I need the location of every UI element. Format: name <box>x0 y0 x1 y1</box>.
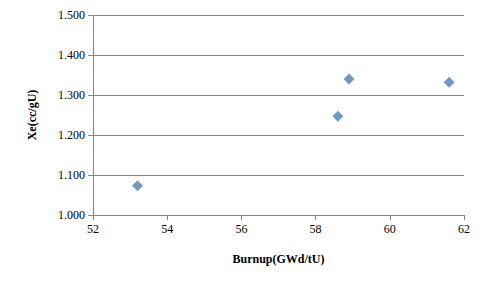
svg-text:62: 62 <box>458 222 470 236</box>
svg-text:Burnup(GWd/tU): Burnup(GWd/tU) <box>232 252 324 266</box>
svg-text:1.400: 1.400 <box>58 48 85 62</box>
svg-text:1.500: 1.500 <box>58 8 85 22</box>
svg-text:56: 56 <box>235 222 247 236</box>
svg-text:1.000: 1.000 <box>58 208 85 222</box>
svg-text:1.300: 1.300 <box>58 88 85 102</box>
svg-text:1.100: 1.100 <box>58 168 85 182</box>
svg-text:54: 54 <box>161 222 173 236</box>
svg-text:58: 58 <box>310 222 322 236</box>
svg-text:60: 60 <box>384 222 396 236</box>
svg-text:1.200: 1.200 <box>58 128 85 142</box>
svg-text:Xe(cc/gU): Xe(cc/gU) <box>25 90 39 141</box>
svg-text:52: 52 <box>87 222 99 236</box>
